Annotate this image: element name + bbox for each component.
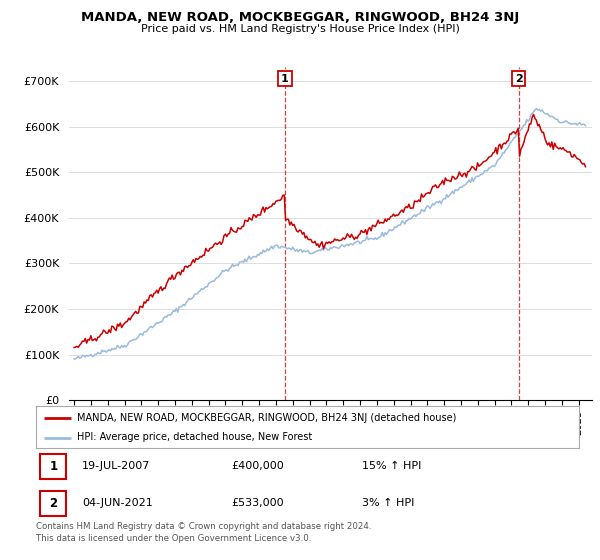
Text: 1: 1 (49, 460, 58, 473)
Text: Contains HM Land Registry data © Crown copyright and database right 2024.
This d: Contains HM Land Registry data © Crown c… (36, 522, 371, 543)
Text: 15% ↑ HPI: 15% ↑ HPI (362, 461, 421, 472)
Text: £533,000: £533,000 (232, 498, 284, 508)
Text: MANDA, NEW ROAD, MOCKBEGGAR, RINGWOOD, BH24 3NJ (detached house): MANDA, NEW ROAD, MOCKBEGGAR, RINGWOOD, B… (77, 413, 456, 423)
Text: HPI: Average price, detached house, New Forest: HPI: Average price, detached house, New … (77, 432, 312, 442)
Text: 3% ↑ HPI: 3% ↑ HPI (362, 498, 414, 508)
Text: 2: 2 (515, 73, 523, 83)
Text: 19-JUL-2007: 19-JUL-2007 (82, 461, 151, 472)
Text: 2: 2 (49, 497, 58, 510)
Text: £400,000: £400,000 (232, 461, 284, 472)
Text: Price paid vs. HM Land Registry's House Price Index (HPI): Price paid vs. HM Land Registry's House … (140, 24, 460, 34)
Bar (40, 454, 67, 479)
Bar (40, 491, 67, 516)
Text: 1: 1 (281, 73, 289, 83)
Text: MANDA, NEW ROAD, MOCKBEGGAR, RINGWOOD, BH24 3NJ: MANDA, NEW ROAD, MOCKBEGGAR, RINGWOOD, B… (81, 11, 519, 24)
Text: 04-JUN-2021: 04-JUN-2021 (82, 498, 153, 508)
